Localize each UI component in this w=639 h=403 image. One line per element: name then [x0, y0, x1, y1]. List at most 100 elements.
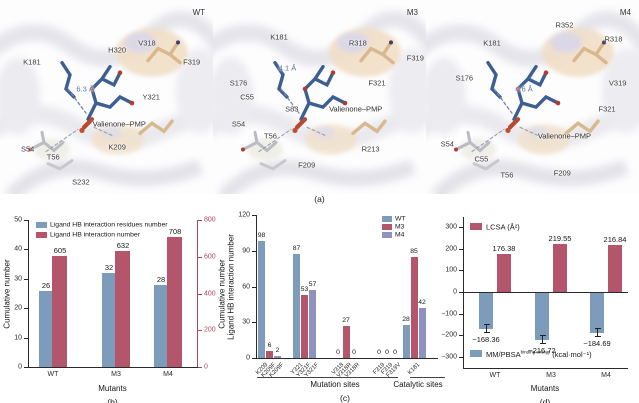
residue-label: S176: [455, 73, 474, 83]
d-x-axis-label: Mutants: [530, 384, 560, 393]
c-bar: [258, 241, 265, 358]
panel-m3: K181 R318 F319 S176 4.1 Å C55 S83 F321 Valienone…: [213, 0, 426, 194]
panel-wt-title: WT: [192, 8, 205, 17]
panel-m3-title: M3: [406, 8, 418, 17]
c-bar-value: 87: [292, 245, 301, 253]
d-legend-bottom-label: MM/PBSAbinding energy (kcal·mol⁻¹): [486, 348, 592, 359]
b-bar-interactions-value: 632: [116, 240, 130, 250]
c-bar-value: 98: [257, 232, 266, 240]
d-bottom-spine: [463, 368, 628, 369]
b-left-tick-label: 20: [14, 304, 22, 312]
c-bar-value: 42: [418, 298, 426, 306]
residue-label: K209: [108, 142, 126, 152]
b-left-tick-label: 30: [14, 275, 22, 283]
b-left-tick: [24, 337, 28, 339]
d-error-bar: [597, 328, 598, 337]
distance-label: 4.1 Å: [278, 63, 297, 73]
b-right-tick: [198, 330, 202, 332]
ligand-label: Valienone–PMP: [537, 131, 592, 141]
d-error-cap-bottom: [594, 336, 601, 338]
c-bar-value: 57: [308, 281, 317, 289]
c-bar-value: 85: [410, 247, 418, 255]
residue-label: S54: [231, 119, 246, 129]
residue-label: T56: [264, 131, 277, 141]
b-bar-interactions-M3: [115, 250, 130, 367]
c-bar-value: 27: [342, 316, 350, 324]
c-section-line-mutation: [257, 377, 398, 378]
d-bar-mmpbsa-M3: [535, 293, 549, 340]
c-bar-value: 28: [402, 315, 410, 323]
c-bar-value: 0: [377, 349, 381, 356]
residue-label: S176: [229, 78, 248, 88]
d-y-tick-label: 0: [453, 288, 457, 296]
c-bar-value: 53: [300, 285, 309, 293]
b-right-tick-label: 0: [204, 363, 208, 371]
c-caption: (c): [340, 393, 350, 403]
c-bar: [293, 254, 300, 358]
panel-m4-title: M4: [619, 8, 631, 17]
b-right-tick-label: 800: [204, 216, 216, 224]
d-bar-mmpbsa-value: −168.36: [472, 335, 500, 345]
c-y-tick: [252, 250, 256, 252]
structure-panels-row: K181 H320 V318 F319 Y321 6.3 Å Valienone–PMP S5…: [0, 0, 639, 194]
d-bar-lcsa-M3: [553, 244, 567, 292]
residue-label: T56: [500, 170, 514, 180]
c-x-tick-label: K181: [407, 362, 422, 377]
d-y-tick-label: 100: [445, 266, 457, 274]
b-bar-residues-value: 28: [156, 274, 166, 284]
b-right-tick: [198, 293, 202, 295]
chart-d-lcsa-mmpbsa: 300 200 100 0 −100 −200 −300 176.38 −168.36 WT 219…: [441, 208, 639, 403]
b-left-tick: [24, 220, 28, 221]
b-right-tick-label: 400: [204, 290, 216, 297]
residue-label: R352: [555, 20, 574, 30]
b-legend-label: Ligand HB interaction number: [50, 231, 140, 239]
panel-wt: K181 H320 V318 F319 Y321 6.3 Å Valienone–PMP S5…: [0, 0, 213, 194]
c-bar-value: 0: [336, 349, 340, 356]
d-bar-lcsa-WT: [497, 253, 511, 292]
d-y-tick: [459, 270, 463, 272]
ligand-label: Valienone–PMP: [329, 104, 383, 114]
c-y-axis-label: Ligand HB interaction number: [226, 233, 236, 340]
residue-label: S83: [285, 104, 299, 114]
d-bar-lcsa-M4: [608, 245, 622, 292]
residue-label: R318: [348, 38, 367, 48]
b-bar-residues-M4: [154, 284, 167, 367]
c-y-tick-label: 120: [238, 211, 250, 219]
residue-label: S54: [21, 144, 35, 154]
c-legend-swatch: [382, 232, 392, 238]
d-bar-mmpbsa-WT: [479, 293, 493, 330]
d-zero-line: [463, 292, 628, 293]
residue-label: K181: [23, 57, 41, 67]
b-bar-interactions-M4: [167, 236, 182, 367]
d-bar-mmpbsa-value: −184.69: [583, 339, 611, 349]
b-left-tick-label: 40: [14, 245, 22, 253]
b-right-tick: [198, 256, 202, 258]
residue-label: V318: [138, 38, 156, 48]
d-y-tick-label: 300: [445, 223, 457, 231]
b-right-tick-label: 200: [204, 326, 216, 334]
d-legend-superscript: binding energy: [520, 348, 551, 354]
chart-b-cumulative-hb: 0 10 20 30 40 50 0 200 400 600 800 26 605 WT 32 632 M3 28…: [0, 208, 232, 403]
c-section-label-catalytic: Catalytic sites: [393, 380, 443, 389]
residue-label: F209: [298, 160, 316, 170]
c-y-tick: [252, 286, 256, 288]
c-y-tick: [252, 215, 256, 216]
b-bar-residues-value: 32: [104, 262, 114, 272]
c-bar-value: 0: [393, 349, 397, 356]
d-y-tick: [459, 335, 463, 337]
d-error-cap-top: [483, 324, 490, 326]
d-x-tick-label: WT: [489, 372, 501, 379]
d-bar-mmpbsa-M4: [590, 293, 604, 334]
d-error-bar: [542, 334, 543, 343]
d-caption: (d): [539, 397, 551, 403]
residue-label: H320: [108, 45, 127, 55]
c-section-line-catalytic: [410, 377, 445, 378]
residue-label: S54: [440, 139, 454, 149]
c-bar: [410, 256, 418, 358]
c-bar-value: 0: [352, 349, 356, 356]
d-y-tick-label: −200: [441, 331, 457, 339]
caption-a: (a): [314, 194, 325, 204]
c-legend-label: M4: [395, 231, 405, 239]
d-bar-lcsa-value: 176.38: [492, 243, 516, 253]
c-legend-label: M3: [395, 223, 405, 231]
